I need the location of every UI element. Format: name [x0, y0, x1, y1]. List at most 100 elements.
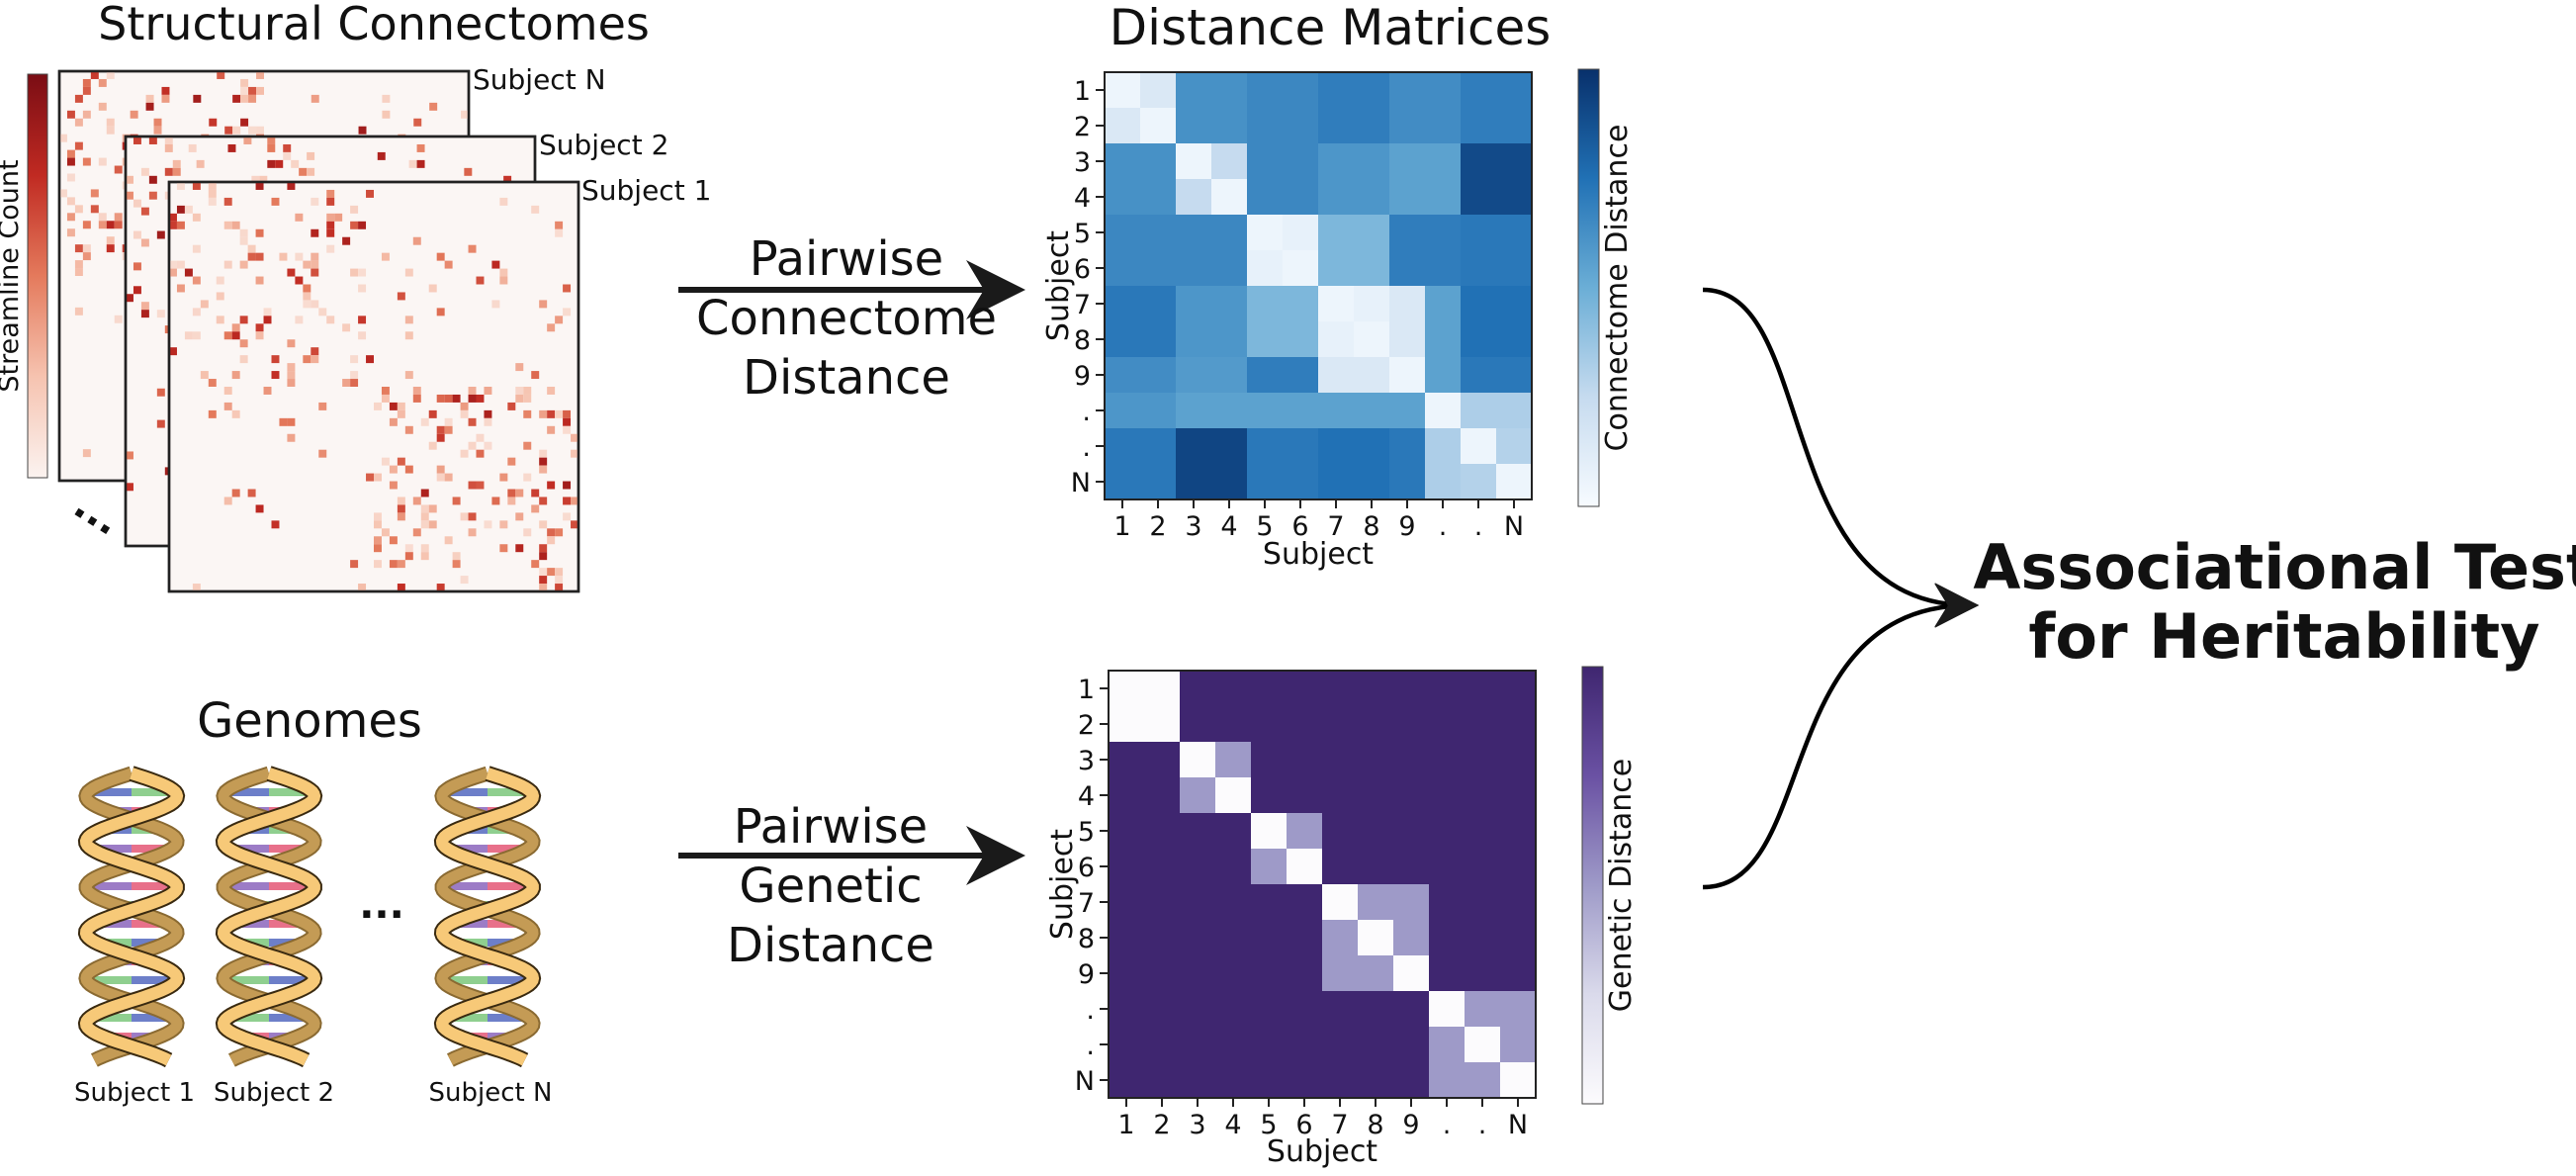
matrix-cell [1287, 671, 1323, 707]
matrix-cell [1109, 706, 1145, 743]
matrix-cell [1461, 393, 1497, 429]
matrix-cell [1322, 849, 1359, 885]
connectome-cell [358, 584, 367, 591]
connectome-cell [223, 331, 232, 340]
ytick-label: N [1071, 468, 1091, 498]
matrix-cell [1287, 1062, 1323, 1099]
connectome-cell [133, 199, 141, 208]
matrix-cell [1211, 357, 1248, 394]
matrix-cell [1496, 321, 1533, 358]
connectome-cell [231, 371, 240, 380]
connectome-cell [539, 465, 548, 474]
matrix-cell [1180, 884, 1216, 921]
connectome-cell [66, 149, 75, 158]
matrix-cell [1322, 955, 1359, 992]
connectome-cell [295, 276, 304, 285]
connectome-cell [82, 78, 91, 87]
matrix-cell [1429, 813, 1466, 850]
matrix-cell [1144, 955, 1181, 992]
xtick-label: 7 [1331, 1110, 1348, 1140]
matrix-cell [1358, 920, 1394, 956]
connectome-cell [358, 316, 367, 324]
genetic-distance-arrow: Pairwise Genetic Distance [678, 799, 1025, 973]
matrix-cell [1318, 393, 1355, 429]
connectome-cell [547, 409, 556, 418]
connectome-cell [404, 544, 413, 553]
matrix-cell [1215, 884, 1252, 921]
connectome-cell [223, 260, 232, 269]
matrix-cell [1389, 321, 1426, 358]
connectome-cell [547, 481, 556, 490]
connectome-cell [468, 512, 477, 521]
matrix-cell [1215, 671, 1252, 707]
matrix-cell [1461, 215, 1497, 251]
matrix-cell [1429, 920, 1466, 956]
connectome-cell [133, 286, 141, 295]
matrix-cell [1283, 179, 1319, 216]
matrix-cell [1211, 72, 1248, 109]
connectome-cell [271, 197, 280, 206]
connectome-cell [239, 228, 248, 237]
xtick-label: 6 [1295, 1110, 1312, 1140]
genomes-title: Genomes [197, 693, 422, 749]
matrix-cell [1287, 884, 1323, 921]
connectome-cell [460, 449, 469, 458]
connectome-cell [263, 387, 272, 395]
matrix-cell [1287, 920, 1323, 956]
connectome-cell [350, 379, 359, 387]
matrix-cell [1109, 920, 1145, 956]
connectome-cell [397, 512, 405, 521]
connectome-cell [571, 497, 578, 505]
connectome-cell [547, 323, 556, 332]
matrix-cell [1247, 393, 1284, 429]
connectome-cell [126, 294, 133, 303]
matrix-cell [1358, 706, 1394, 743]
connectome-cell [358, 284, 367, 293]
connectome-cell [461, 110, 469, 119]
connectome-cell [156, 230, 165, 239]
xtick-label: 2 [1153, 1110, 1170, 1140]
connectome-cell [366, 473, 374, 482]
connectome-cell [240, 118, 249, 127]
connectome-cell [397, 497, 405, 505]
connectome-cell [164, 136, 173, 144]
connectome-cell [287, 339, 296, 348]
connectome-cell [389, 402, 398, 410]
connectome-cell [515, 489, 524, 498]
matrix-cell [1429, 706, 1466, 743]
connectome-cell [106, 71, 115, 79]
connectome-cell [468, 387, 477, 395]
connectome-cell [114, 315, 123, 323]
connectome-cell [499, 473, 508, 482]
matrix-cell [1180, 706, 1216, 743]
xtick-label: 5 [1260, 1110, 1277, 1140]
matrix-cell [1389, 143, 1426, 180]
connectome-cell [555, 568, 564, 577]
connectome-cell [311, 300, 319, 309]
genome-label-subject-1: Subject 1 [74, 1078, 195, 1108]
connectome-cell [374, 402, 382, 410]
connectome-cell [239, 316, 248, 324]
matrix-cell [1144, 813, 1181, 850]
connectome-cell [279, 252, 288, 261]
connectome-cell [531, 371, 540, 380]
connectome-cell [303, 355, 311, 364]
connectome-cell [192, 276, 201, 285]
matrix-cell [1140, 464, 1177, 500]
connectome-cell [499, 268, 508, 277]
connectome-cell [106, 118, 115, 127]
matrix-cell [1176, 286, 1212, 322]
connectome-cell [476, 481, 485, 490]
genomes-panel: Genomes ... Subject 1 Subject 2 Subject … [74, 693, 552, 1108]
genome-label-subject-2: Subject 2 [214, 1078, 334, 1108]
distance-matrices-title: Distance Matrices [1110, 0, 1552, 56]
matrix-cell [1287, 955, 1323, 992]
connectome-cell [259, 175, 268, 184]
connectome-cell [484, 417, 492, 426]
connectome-cell [326, 197, 335, 206]
connectome-cell [283, 151, 292, 160]
matrix-cell [1425, 321, 1462, 358]
connectome-cell [571, 449, 578, 458]
connectome-cell [476, 433, 485, 442]
